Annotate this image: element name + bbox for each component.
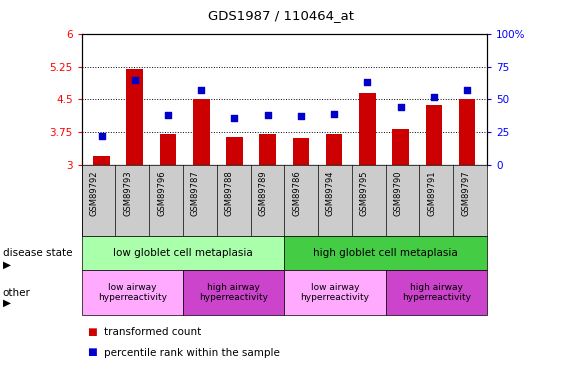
Text: GSM89794: GSM89794 [326,171,335,216]
Text: low airway
hyperreactivity: low airway hyperreactivity [98,283,167,302]
Bar [359,93,376,165]
Text: GSM89797: GSM89797 [461,171,470,216]
Bar [284,236,487,270]
Bar [226,136,243,165]
Text: high airway
hyperreactivity: high airway hyperreactivity [199,283,268,302]
Text: GSM89788: GSM89788 [225,171,234,216]
Point [196,87,205,93]
Bar [160,134,176,165]
Text: ▶: ▶ [3,298,11,308]
Point [363,80,372,86]
Point [130,77,139,83]
Bar [293,138,309,165]
Text: GSM89791: GSM89791 [427,171,436,216]
Point [297,113,306,119]
Text: ▶: ▶ [3,260,11,270]
Text: other: other [3,288,31,297]
Text: low globlet cell metaplasia: low globlet cell metaplasia [113,248,253,258]
Bar [386,270,487,315]
Text: GSM89795: GSM89795 [360,171,369,216]
Text: percentile rank within the sample: percentile rank within the sample [104,348,280,357]
Bar [392,129,409,165]
Text: ■: ■ [87,327,97,337]
Point [263,112,272,118]
Bar [260,134,276,165]
Point [430,94,439,100]
Point [97,133,106,139]
Text: disease state: disease state [3,248,72,258]
Bar [284,270,386,315]
Bar [459,99,475,165]
Text: GSM89789: GSM89789 [258,171,267,216]
Point [230,115,239,121]
Point [396,104,405,110]
Text: GSM89796: GSM89796 [157,171,166,216]
Bar [82,270,183,315]
Bar [93,156,110,165]
Bar [82,236,284,270]
Text: GSM89786: GSM89786 [292,171,301,216]
Point [463,87,472,93]
Text: GSM89787: GSM89787 [191,171,200,216]
Text: transformed count: transformed count [104,327,202,337]
Bar [193,99,209,165]
Text: high globlet cell metaplasia: high globlet cell metaplasia [313,248,458,258]
Text: GDS1987 / 110464_at: GDS1987 / 110464_at [208,9,355,22]
Text: GSM89793: GSM89793 [123,171,132,216]
Text: low airway
hyperreactivity: low airway hyperreactivity [301,283,369,302]
Bar [183,270,284,315]
Text: GSM89792: GSM89792 [90,171,99,216]
Point [163,112,172,118]
Bar [426,105,442,165]
Text: ■: ■ [87,348,97,357]
Text: high airway
hyperreactivity: high airway hyperreactivity [402,283,471,302]
Point [330,111,339,117]
Text: GSM89790: GSM89790 [394,171,403,216]
Bar [326,134,342,165]
Bar [127,69,143,165]
